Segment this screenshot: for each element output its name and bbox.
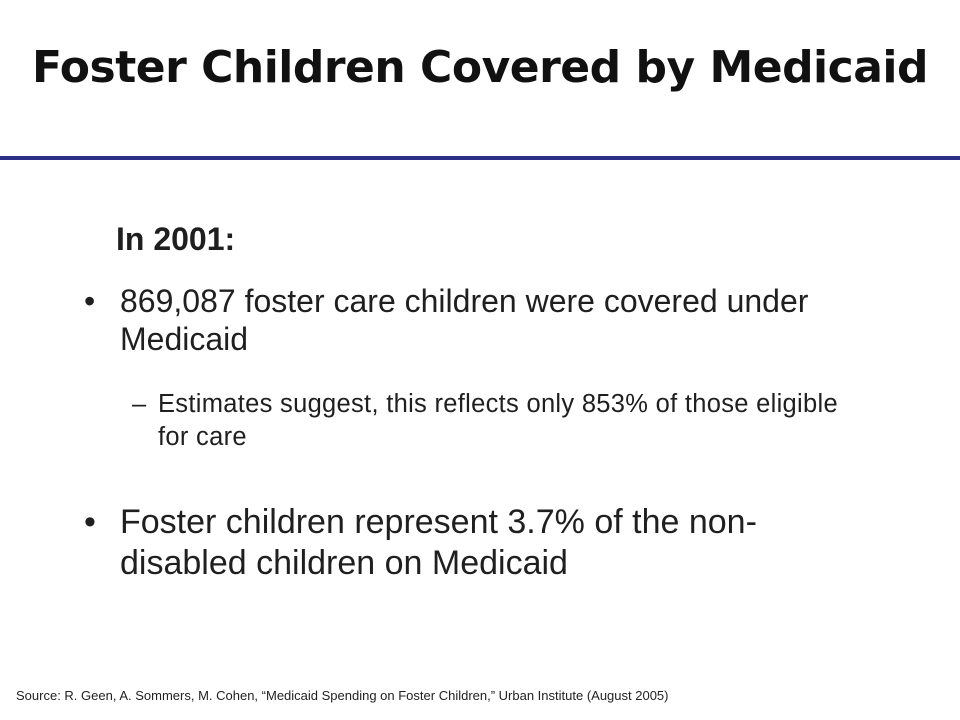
sub-bullet-text: Estimates suggest, this reflects only 85… — [158, 390, 838, 452]
bullet-item: • 869,087 foster care children were cove… — [80, 282, 860, 359]
bullet-marker: • — [84, 503, 96, 541]
bullet-text: 869,087 foster care children were covere… — [120, 283, 809, 358]
source-citation: Source: R. Geen, A. Sommers, M. Cohen, “… — [16, 688, 669, 703]
slide-title: Foster Children Covered by Medicaid — [32, 42, 929, 93]
sub-bullet-marker: – — [132, 390, 147, 418]
section-heading: In 2001: — [116, 221, 236, 257]
sub-bullet-item: – Estimates suggest, this reflects only … — [80, 388, 860, 454]
bullet-text: Foster children represent 3.7% of the no… — [120, 503, 757, 582]
title-divider — [0, 156, 960, 160]
bullet-item: • Foster children represent 3.7% of the … — [80, 502, 860, 584]
bullet-marker: • — [84, 283, 96, 319]
